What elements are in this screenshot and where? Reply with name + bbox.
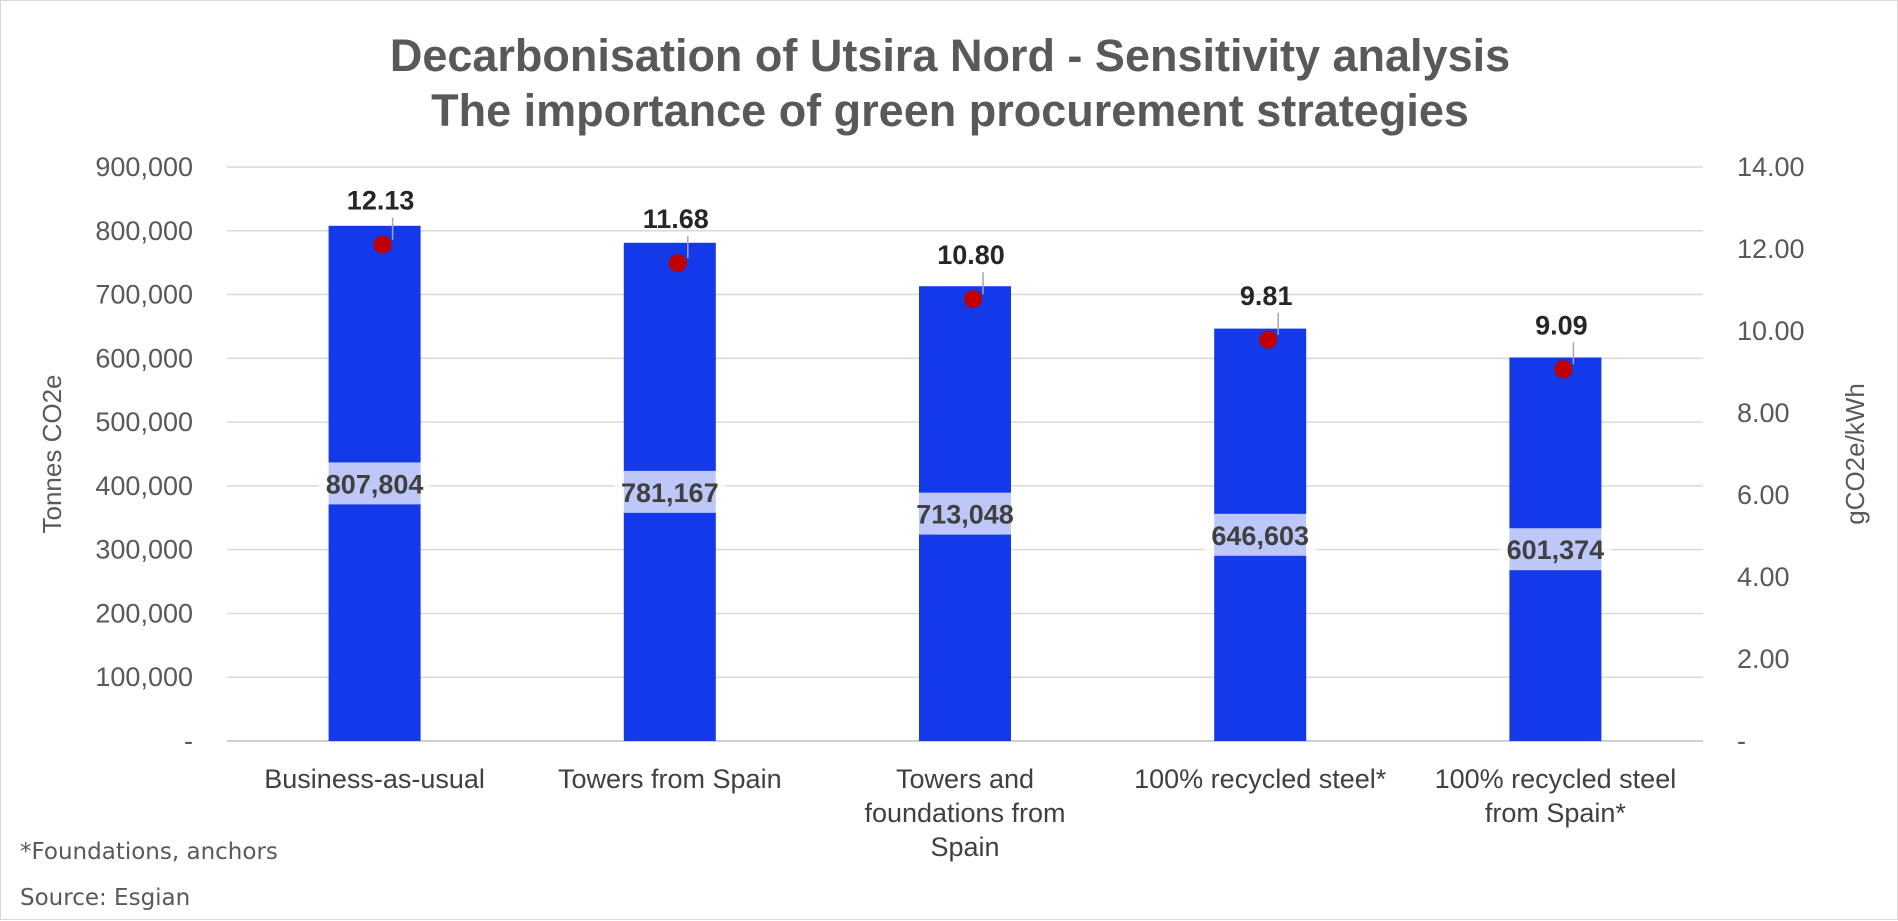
right-tick-label: 10.00 xyxy=(1737,316,1805,346)
chart-title-line: The importance of green procurement stra… xyxy=(431,85,1469,136)
chart-title: Decarbonisation of Utsira Nord - Sensiti… xyxy=(390,30,1510,136)
bar-label-box xyxy=(909,492,1021,535)
intensity-data-label: 9.81 xyxy=(1240,281,1293,311)
right-axis-title: gCO2e/kWh xyxy=(1840,383,1870,525)
bar-data-label: 807,804 xyxy=(326,469,424,499)
left-axis: - 100,000 200,000 300,000 400,000 500,000 600,… xyxy=(37,152,193,756)
source-note: Source: Esgian xyxy=(20,885,191,911)
intensity-series: 12.13 11.68 10.80 9.81 9.09 xyxy=(347,186,1588,379)
right-tick-label: 8.00 xyxy=(1737,398,1790,428)
bar-data-label: 713,048 xyxy=(916,500,1014,530)
bar-label-box xyxy=(613,470,726,513)
category-label: from Spain* xyxy=(1485,798,1627,828)
category-label: Spain xyxy=(930,832,999,862)
right-axis: - 2.00 4.00 6.00 8.00 10.00 12.00 14.00 gCO2e/kW… xyxy=(1737,152,1870,756)
right-tick-label: - xyxy=(1737,726,1746,756)
right-tick-label: 4.00 xyxy=(1737,562,1790,592)
bar-data-label: 646,603 xyxy=(1211,521,1309,551)
left-tick-label: 500,000 xyxy=(95,407,193,437)
intensity-point xyxy=(964,290,982,309)
intensity-data-label: 11.68 xyxy=(643,204,709,234)
bar-data-label: 781,167 xyxy=(621,478,719,508)
category-label: Business-as-usual xyxy=(264,764,485,794)
footnote: *Foundations, anchors xyxy=(20,839,278,865)
left-axis-title: Tonnes CO2e xyxy=(37,375,67,534)
right-tick-label: 14.00 xyxy=(1737,152,1805,182)
intensity-data-label: 9.09 xyxy=(1535,310,1588,340)
right-tick-label: 12.00 xyxy=(1737,234,1805,264)
left-tick-label: 100,000 xyxy=(95,662,193,692)
left-tick-label: - xyxy=(184,726,193,756)
bar-data-label: 601,374 xyxy=(1507,535,1605,565)
x-axis-categories: Business-as-usual Towers from Spain Towers… xyxy=(264,764,1676,862)
left-tick-label: 400,000 xyxy=(95,471,193,501)
left-tick-label: 800,000 xyxy=(95,216,193,246)
right-tick-label: 2.00 xyxy=(1737,644,1790,674)
intensity-point xyxy=(1554,360,1573,379)
left-tick-label: 700,000 xyxy=(95,280,193,310)
bar-label-box xyxy=(1204,513,1317,556)
chart-title-line: Decarbonisation of Utsira Nord - Sensiti… xyxy=(390,30,1510,81)
left-tick-label: 900,000 xyxy=(95,152,193,182)
category-label: 100% recycled steel xyxy=(1435,764,1677,794)
bar-label-box xyxy=(1499,528,1612,571)
bar-data-labels: 807,804 781,167 713,048 646,603 601,374 xyxy=(318,462,1612,571)
category-label: Towers and xyxy=(896,764,1034,794)
bar-label-box xyxy=(318,462,431,505)
category-label: foundations from xyxy=(864,798,1065,828)
intensity-data-label: 10.80 xyxy=(937,240,1005,270)
intensity-point xyxy=(1259,330,1278,349)
intensity-point xyxy=(373,235,392,254)
left-tick-label: 300,000 xyxy=(95,535,193,565)
intensity-point xyxy=(668,254,687,273)
intensity-data-label: 12.13 xyxy=(347,186,415,216)
category-label: Towers from Spain xyxy=(558,764,782,794)
right-tick-label: 6.00 xyxy=(1737,480,1790,510)
left-tick-label: 600,000 xyxy=(95,343,193,373)
left-tick-label: 200,000 xyxy=(95,598,193,628)
category-label: 100% recycled steel* xyxy=(1134,764,1387,794)
